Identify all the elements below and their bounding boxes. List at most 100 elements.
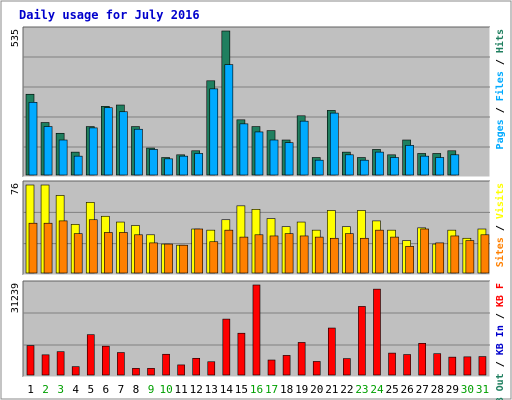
x-tick-label: 12 <box>190 383 203 396</box>
bar-files <box>104 107 113 176</box>
bar-sites <box>314 236 324 274</box>
y-axis-max-label: 535 <box>10 29 21 47</box>
x-tick-label: 27 <box>416 383 429 396</box>
legend-separator: / <box>495 53 506 71</box>
bar-sites <box>465 240 475 274</box>
x-tick-label: 26 <box>401 383 414 396</box>
bar-sites <box>73 233 83 274</box>
bar-sites <box>329 237 339 274</box>
bar-kb <box>418 343 426 376</box>
x-axis-day-labels: 1 2 3 4 5 6 7 8 9 10 11 12 13 14 15 16 17 18 19 20 21 22 23 24 2… <box>27 383 489 396</box>
bar-kb <box>297 342 306 376</box>
bar-files <box>284 142 294 176</box>
x-tick-label: 22 <box>340 383 353 396</box>
bar-files <box>164 158 173 176</box>
bar-files <box>224 64 234 176</box>
bar-sites <box>119 232 128 274</box>
bar-files <box>43 126 53 176</box>
bar-files <box>179 155 188 176</box>
x-tick-label: 5 <box>87 383 94 396</box>
panel-legend: KB Out / KB In / KB F <box>495 283 506 400</box>
bar-kb <box>343 358 351 376</box>
bar-files <box>345 154 354 176</box>
panel-visits_sites: 76 Sites / Visits <box>10 180 506 276</box>
bar-files <box>405 145 414 176</box>
x-tick-label: 14 <box>220 383 234 396</box>
panel-hits_files_pages: 535 Pages / Files / Hits <box>10 26 506 178</box>
legend-entry: KB F <box>495 283 506 307</box>
bar-kb <box>252 284 261 376</box>
bar-files <box>450 154 460 176</box>
x-tick-label: 11 <box>175 383 188 396</box>
bar-files <box>299 120 309 176</box>
bar-files <box>28 102 38 176</box>
bar-sites <box>420 228 429 274</box>
x-tick-label: 23 <box>355 383 368 396</box>
bar-sites <box>194 228 204 274</box>
bar-kb <box>86 334 95 376</box>
x-tick-label: 30 <box>461 383 474 396</box>
bar-files <box>149 149 158 176</box>
y-axis-max-label: 31239 <box>10 283 21 313</box>
bar-sites <box>134 234 143 274</box>
bar-kb <box>162 353 170 376</box>
bar-kb <box>312 361 321 376</box>
bar-kb <box>373 288 381 376</box>
x-tick-label: 20 <box>310 383 323 396</box>
bar-kb <box>26 345 35 376</box>
bar-sites <box>390 236 399 274</box>
bar-sites <box>254 234 264 274</box>
bar-files <box>390 157 399 176</box>
legend-entry: KB In <box>495 325 506 355</box>
bar-sites <box>104 232 113 274</box>
bar-files <box>269 139 279 176</box>
bar-files <box>435 157 445 176</box>
bar-kb <box>267 359 276 376</box>
legend-separator: / <box>495 101 506 119</box>
x-tick-label: 10 <box>159 383 172 396</box>
bar-sites <box>179 244 188 274</box>
bar-files <box>73 155 83 176</box>
legend-entry: Files <box>494 71 506 101</box>
bar-kb <box>478 356 487 376</box>
bar-kb <box>327 327 336 376</box>
bar-sites <box>269 235 279 274</box>
bar-sites <box>299 235 309 274</box>
x-tick-label: 8 <box>133 383 140 396</box>
x-tick-label: 31 <box>476 383 489 396</box>
y-axis-max-label: 76 <box>10 183 21 195</box>
bar-files <box>209 88 219 176</box>
bar-kb <box>102 345 110 376</box>
legend-separator: / <box>495 355 506 373</box>
x-tick-label: 15 <box>235 383 248 396</box>
bar-sites <box>149 242 158 274</box>
bar-sites <box>209 241 219 274</box>
bar-sites <box>164 243 173 274</box>
bar-files <box>375 151 384 176</box>
bar-kb <box>177 364 185 376</box>
bar-sites <box>284 233 294 274</box>
bar-kb <box>237 332 246 376</box>
bar-sites <box>224 229 234 274</box>
bar-files <box>88 127 98 176</box>
x-tick-label: 18 <box>280 383 293 396</box>
x-tick-label: 21 <box>325 383 338 396</box>
bar-kb <box>192 357 201 376</box>
x-tick-label: 1 <box>27 383 34 396</box>
panel-legend: Sites / Visits <box>494 183 506 267</box>
bar-kb <box>388 352 396 376</box>
x-tick-label: 13 <box>205 383 218 396</box>
bar-kb <box>448 356 457 376</box>
bar-files <box>194 153 204 176</box>
bar-sites <box>58 220 68 274</box>
bar-kb <box>463 356 472 376</box>
bar-files <box>360 159 369 176</box>
legend-entry: Pages <box>495 119 506 149</box>
x-tick-label: 25 <box>385 383 398 396</box>
legend-entry: KB Out <box>495 373 506 400</box>
bar-kb <box>56 351 65 376</box>
bar-files <box>420 155 429 176</box>
x-tick-label: 19 <box>295 383 308 396</box>
